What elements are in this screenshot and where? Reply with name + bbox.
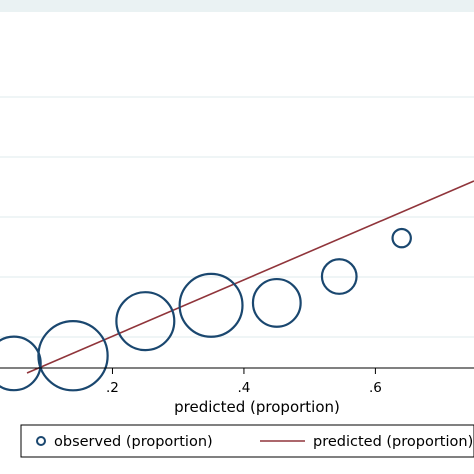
- observed-point: [320, 258, 358, 295]
- observed-point: [115, 291, 176, 352]
- plot-top-band: [0, 0, 474, 12]
- observed-point: [251, 277, 302, 328]
- legend-observed-label: observed (proportion): [54, 434, 213, 450]
- x-axis-ticks: .2 .4 .6: [106, 368, 382, 396]
- legend-predicted-label: predicted (proportion): [313, 434, 473, 450]
- x-tick-label: .6: [369, 380, 382, 396]
- legend-observed-marker-icon: [36, 436, 46, 446]
- observed-series: [0, 227, 412, 392]
- x-tick-label: .2: [106, 380, 119, 396]
- legend-box: [20, 424, 474, 458]
- x-axis-label: predicted (proportion): [174, 398, 340, 416]
- predicted-line: [26, 180, 474, 374]
- x-tick-label: .4: [237, 380, 250, 396]
- observed-point: [391, 227, 412, 249]
- legend: observed (proportion) predicted (proport…: [20, 424, 474, 458]
- y-gridlines: [0, 96, 474, 338]
- observed-point: [0, 335, 42, 392]
- observed-point: [37, 320, 109, 392]
- predicted-series: [26, 180, 474, 374]
- observed-point: [178, 272, 244, 338]
